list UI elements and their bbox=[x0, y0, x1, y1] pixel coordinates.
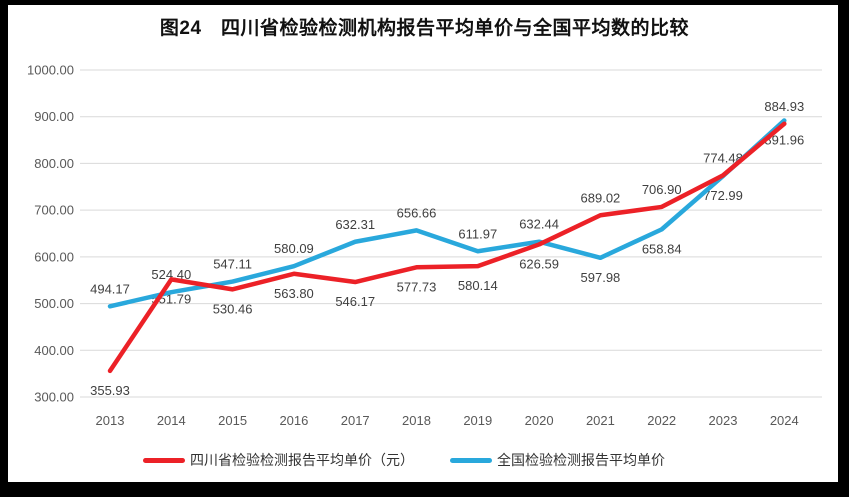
chart-legend: 四川省检验检测报告平均单价（元） 全国检验检测报告平均单价 bbox=[143, 450, 665, 470]
legend-label-sichuan: 四川省检验检测报告平均单价（元） bbox=[190, 452, 414, 468]
y-axis-tick-label: 400.00 bbox=[34, 343, 74, 358]
x-axis-tick-label: 2013 bbox=[96, 413, 125, 428]
x-axis-tick-label: 2016 bbox=[279, 413, 308, 428]
x-axis-tick-label: 2017 bbox=[341, 413, 370, 428]
y-axis-tick-label: 500.00 bbox=[34, 296, 74, 311]
data-label-sichuan: 546.17 bbox=[335, 294, 375, 309]
x-axis-tick-label: 2014 bbox=[157, 413, 186, 428]
y-axis-tick-label: 300.00 bbox=[34, 390, 74, 405]
data-label-sichuan: 626.59 bbox=[519, 256, 559, 271]
data-label-national: 658.84 bbox=[642, 241, 682, 256]
sichuan-line-swatch bbox=[143, 457, 185, 463]
series-line-sichuan bbox=[107, 121, 787, 374]
data-label-national: 772.99 bbox=[703, 188, 743, 203]
x-axis-tick-label: 2019 bbox=[463, 413, 492, 428]
data-label-national: 632.44 bbox=[519, 217, 559, 232]
data-label-sichuan: 563.80 bbox=[274, 286, 314, 301]
series-line-national bbox=[107, 118, 787, 309]
x-axis-tick-label: 2015 bbox=[218, 413, 247, 428]
data-label-national: 580.09 bbox=[274, 241, 314, 256]
x-axis-tick-label: 2021 bbox=[586, 413, 615, 428]
data-label-national: 597.98 bbox=[581, 270, 621, 285]
chart-background bbox=[8, 5, 838, 482]
x-axis-tick-label: 2020 bbox=[525, 413, 554, 428]
x-axis-tick-label: 2022 bbox=[647, 413, 676, 428]
data-label-sichuan: 689.02 bbox=[581, 190, 621, 205]
data-label-sichuan: 577.73 bbox=[397, 279, 437, 294]
data-label-national: 524.40 bbox=[151, 267, 191, 282]
data-label-sichuan: 355.93 bbox=[90, 383, 130, 398]
data-label-national: 891.96 bbox=[764, 132, 804, 147]
data-label-national: 547.11 bbox=[213, 257, 252, 272]
data-label-national: 656.66 bbox=[397, 205, 437, 220]
y-axis-tick-label: 700.00 bbox=[34, 203, 74, 218]
data-label-sichuan: 884.93 bbox=[764, 99, 804, 114]
data-label-sichuan: 530.46 bbox=[213, 301, 253, 316]
chart-title: 图24 四川省检验检测机构报告平均单价与全国平均数的比较 bbox=[159, 18, 690, 39]
x-axis-tick-label: 2023 bbox=[709, 413, 738, 428]
national-line-swatch bbox=[450, 457, 492, 463]
data-label-national: 632.31 bbox=[335, 217, 375, 232]
data-label-national: 494.17 bbox=[90, 281, 130, 296]
y-axis-tick-label: 900.00 bbox=[34, 109, 74, 124]
x-axis-tick-label: 2024 bbox=[770, 413, 799, 428]
y-axis-tick-label: 1000.00 bbox=[27, 63, 74, 78]
data-label-sichuan: 706.90 bbox=[642, 182, 682, 197]
data-label-national: 611.97 bbox=[458, 226, 497, 241]
legend-label-national: 全国检验检测报告平均单价 bbox=[497, 452, 665, 468]
y-axis-tick-label: 800.00 bbox=[34, 156, 74, 171]
legend-item-national: 全国检验检测报告平均单价 bbox=[450, 450, 665, 470]
data-label-sichuan: 580.14 bbox=[458, 278, 498, 293]
y-axis-tick-label: 600.00 bbox=[34, 249, 74, 264]
x-axis-tick-label: 2018 bbox=[402, 413, 431, 428]
data-label-sichuan: 774.48 bbox=[703, 150, 743, 165]
legend-item-sichuan: 四川省检验检测报告平均单价（元） bbox=[143, 450, 414, 470]
